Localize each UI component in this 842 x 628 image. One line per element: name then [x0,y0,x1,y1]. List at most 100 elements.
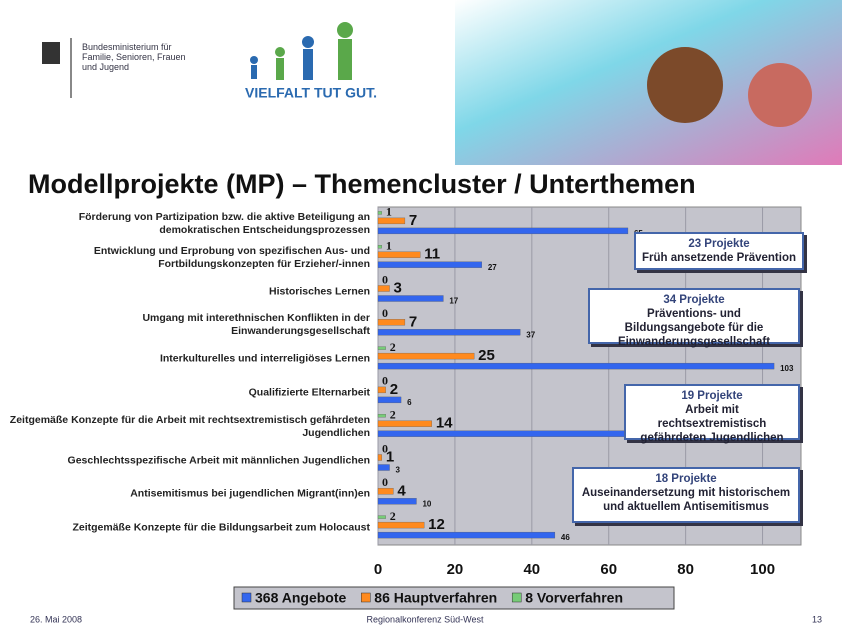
annotation-text: Präventions- und Bildungsangebote für di… [617,308,771,348]
data-label: 103 [780,364,794,373]
ministry-name: Bundesministerium für Familie, Senioren,… [82,42,186,72]
footer-date: 26. Mai 2008 [30,614,82,624]
annotation-title: 18 Projekte [655,473,717,485]
data-label: 46 [561,533,570,542]
data-label: 17 [449,297,458,306]
y-tick-label: Umgang mit interethnischen Konflikten in… [142,312,370,338]
data-label: 25 [478,347,495,364]
y-tick-label: Entwicklung und Erprobung von spezifisch… [93,244,370,270]
footer-event: Regionalkonferenz Süd-West [367,614,484,624]
data-label: 27 [488,263,497,272]
data-label: 0 [382,441,388,455]
data-label: 0 [382,374,388,388]
y-tick-label: Interkulturelles und interreligiöses Ler… [159,352,370,365]
data-label: 1 [386,448,394,465]
y-tick-label: Zeitgemäße Konzepte für die Bildungsarbe… [72,521,370,534]
y-tick-label: Qualifizierte Elternarbeit [248,386,370,399]
bar [377,430,629,437]
data-label: 2 [390,381,398,398]
family-logo [250,22,353,80]
bar [377,414,386,418]
bar [377,346,386,350]
data-label: 11 [424,246,440,263]
bar [377,319,406,326]
annotation-title: 34 Projekte [663,294,725,306]
logo-text: VIELFALT TUT GUT. [245,85,377,101]
footer-page: 13 [812,614,822,624]
data-label: 2 [390,407,396,421]
annotation-text: Arbeit mit rechtsextremistisch gefährdet… [640,404,784,444]
eagle-logo [42,42,60,64]
annotation-box: 18 Projekte Auseinandersetzung mit histor… [572,467,800,523]
data-label: 6 [407,398,412,407]
bar [377,521,425,529]
logo-divider [70,38,72,98]
y-tick-label: Historisches Lernen [269,285,370,297]
data-label: 37 [526,330,535,339]
data-label: 2 [390,340,396,354]
bar [377,227,629,235]
data-label: 1 [386,205,392,219]
data-label: 7 [409,212,417,229]
data-label: 1 [386,238,392,252]
data-label: 12 [428,516,445,533]
y-tick-label: Förderung von Partizipation bzw. die akt… [78,210,370,236]
legend-box [233,586,675,610]
data-label: 4 [397,482,406,499]
data-label: 2 [390,509,396,523]
bar [377,362,775,370]
bar [377,396,402,404]
annotation-text: Früh ansetzende Prävention [642,252,797,264]
data-label: 3 [394,279,402,296]
bar [377,295,444,302]
bar [377,352,475,360]
y-tick-label: Antisemitismus bei jugendlichen Migrant(… [130,487,370,500]
bar [377,329,521,336]
legend-label: 8 Vorverfahren [525,590,623,606]
bar [377,488,394,495]
y-tick-label: Zeitgemäße Konzepte für die Arbeit mit r… [9,413,370,439]
annotation-title: 19 Projekte [681,390,743,402]
annotation-box: 19 Projekte Arbeit mit rechtsextremistisc… [624,384,800,444]
annotation-box: 23 Projekte Früh ansetzende Prävention [634,232,804,270]
x-tick-label: 0 [374,561,382,578]
legend-swatch [241,592,252,603]
data-label: 0 [382,306,388,320]
bar [377,211,382,215]
x-tick-label: 20 [447,561,464,578]
bar [377,464,390,471]
y-tick-label: Geschlechtsspezifische Arbeit mit männli… [67,454,370,466]
bar [377,454,382,461]
chart-title: Modellprojekte (MP) – Themencluster / Un… [28,169,696,199]
x-tick-label: 100 [750,561,775,578]
photo-person [647,47,723,123]
annotation-box: 34 Projekte Präventions- und Bildungsange… [588,288,800,348]
data-label: 14 [436,415,453,432]
legend-label: 368 Angebote [255,590,346,606]
bar [377,498,417,505]
legend-swatch [361,592,371,603]
x-tick-label: 80 [677,561,694,578]
data-label: 0 [382,475,388,489]
annotation-title: 23 Projekte [688,238,750,250]
bar [377,261,482,268]
bar [377,386,386,394]
bar [377,420,432,427]
bar [377,531,556,539]
data-label: 0 [382,272,388,286]
x-tick-label: 60 [600,561,617,578]
data-label: 7 [409,313,417,330]
bar [377,245,382,249]
data-label: 3 [396,466,401,475]
annotation-text: Auseinandersetzung mit historischem und … [581,487,791,513]
bar [377,217,406,225]
bar [377,515,386,519]
photo-person [748,63,812,127]
legend-label: 86 Hauptverfahren [374,590,497,606]
legend-swatch [511,592,522,603]
bar [377,251,421,258]
x-tick-label: 40 [523,561,540,578]
data-label: 10 [422,499,431,508]
bar [377,285,390,292]
